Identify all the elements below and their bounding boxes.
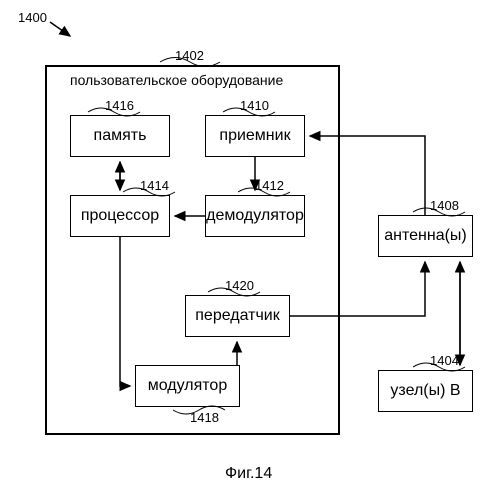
- receiver-label: приемник: [219, 127, 290, 145]
- nodeb-label: узел(ы) В: [390, 382, 460, 400]
- ref-modulator: 1418: [190, 410, 219, 425]
- memory-box: память: [70, 115, 170, 157]
- processor-label: процессор: [81, 207, 159, 225]
- ref-demodulator: 1412: [255, 178, 284, 193]
- ref-main: 1400: [18, 10, 47, 25]
- antenna-box: антенна(ы): [378, 215, 473, 257]
- receiver-box: приемник: [205, 115, 305, 157]
- ref-transmitter: 1420: [225, 278, 254, 293]
- demodulator-label: демодулятор: [206, 207, 304, 225]
- container-label: пользовательское оборудование: [70, 72, 283, 88]
- figure-caption: Фиг.14: [225, 465, 272, 483]
- antenna-label: антенна(ы): [384, 227, 467, 245]
- processor-box: процессор: [70, 195, 170, 237]
- ref-memory: 1416: [105, 98, 134, 113]
- ref-receiver: 1410: [240, 98, 269, 113]
- transmitter-box: передатчик: [185, 295, 290, 337]
- ref-antenna: 1408: [430, 198, 459, 213]
- modulator-box: модулятор: [135, 365, 240, 407]
- memory-label: память: [94, 127, 147, 145]
- modulator-label: модулятор: [148, 377, 227, 395]
- ref-processor: 1414: [140, 178, 169, 193]
- ref-container: 1402: [175, 48, 204, 63]
- transmitter-label: передатчик: [195, 307, 280, 325]
- diagram-canvas: 1400 пользовательское оборудование 1402 …: [0, 0, 504, 500]
- demodulator-box: демодулятор: [205, 195, 305, 237]
- ref-nodeb: 1404: [430, 353, 459, 368]
- nodeb-box: узел(ы) В: [378, 370, 473, 412]
